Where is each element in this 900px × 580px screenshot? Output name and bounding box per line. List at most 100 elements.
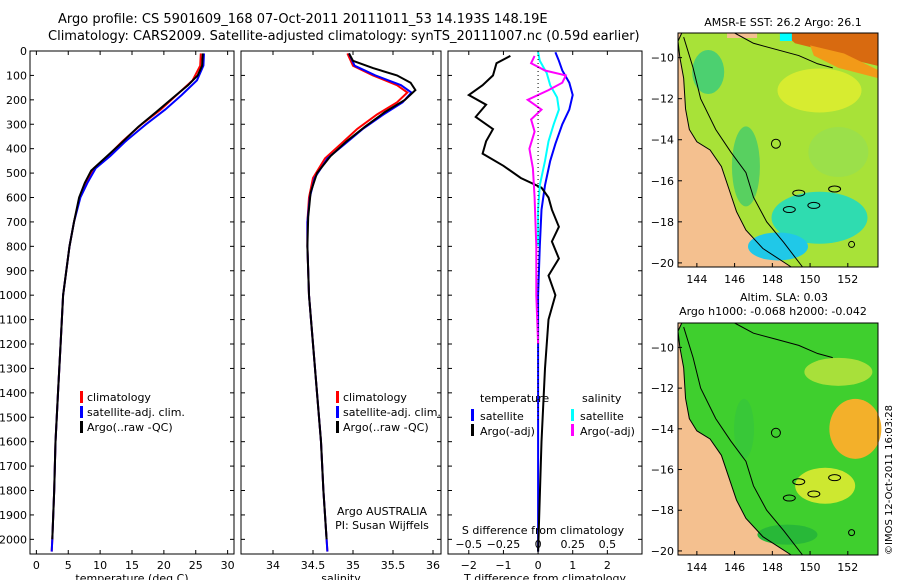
lat-tick-label: −18 <box>651 504 674 517</box>
y-tick-label: 600 <box>6 192 27 205</box>
x-tick-label: 15 <box>125 559 139 572</box>
sla-map-title-2: Argo h1000: -0.068 h2000: -0.042 <box>679 305 867 318</box>
lon-tick-label: 150 <box>800 561 821 574</box>
legend-label: Argo(..raw -QC) <box>87 421 173 434</box>
lat-tick-label: −16 <box>651 464 674 477</box>
lat-tick-label: −18 <box>651 216 674 229</box>
coastline-north <box>734 32 833 69</box>
x-tick-label: 0 <box>535 559 542 572</box>
legend-label: climatology <box>87 391 151 404</box>
y-tick-label: 1500 <box>0 411 27 424</box>
x-tick-label: 25 <box>189 559 203 572</box>
series-line <box>466 55 561 552</box>
panel-frame-difference <box>447 50 643 555</box>
secondary-marker <box>848 529 856 537</box>
series-line <box>525 55 568 345</box>
y-tick-label: 1200 <box>0 338 27 351</box>
series-line <box>306 52 417 540</box>
y-tick-label: 2000 <box>0 533 27 546</box>
lat-tick-label: −16 <box>651 175 674 188</box>
salinity-annotation: Argo AUSTRALIA <box>337 505 427 518</box>
y-tick-label: 1900 <box>0 509 27 522</box>
x-tick-label: 0 <box>33 559 40 572</box>
coastline <box>677 322 792 556</box>
legend-label: satellite-adj. clim. <box>343 406 441 419</box>
y-tick-label: 100 <box>6 69 27 82</box>
legend-swatch <box>471 424 474 436</box>
legend-header: temperature <box>480 392 549 405</box>
legend-label: Argo(-adj) <box>480 425 535 438</box>
legend-swatch <box>80 421 83 433</box>
lat-tick-label: −10 <box>651 52 674 65</box>
lat-tick-label: −20 <box>651 257 674 270</box>
lon-tick-label: 150 <box>800 273 821 286</box>
lon-tick-label: 148 <box>762 561 783 574</box>
lon-tick-label: 146 <box>724 561 745 574</box>
x-tick-label: 35.5 <box>381 559 406 572</box>
reef-outline <box>807 490 821 498</box>
legend-label: satellite-adj. clim. <box>87 406 185 419</box>
x-axis-label: temperature (deg C) <box>75 572 188 580</box>
legend-swatch <box>571 409 574 421</box>
argo-position-marker <box>770 427 781 438</box>
isobath-line <box>683 36 803 268</box>
secondary-marker <box>848 240 856 248</box>
lon-tick-label: 144 <box>686 273 707 286</box>
s-axis-label: S difference from climatology <box>462 524 625 537</box>
sla-patch <box>804 357 873 386</box>
argo-position-marker <box>770 138 781 149</box>
coastline-north <box>734 322 833 359</box>
isobath-line <box>683 326 803 556</box>
x-tick-label: 10 <box>93 559 107 572</box>
header-line-1: Argo profile: CS 5901609_168 07-Oct-2011… <box>58 12 548 27</box>
map-frame <box>677 32 879 268</box>
reef-outline <box>792 478 806 486</box>
x-tick-label: 30 <box>221 559 235 572</box>
salinity-annotation: PI: Susan Wijffels <box>335 519 429 532</box>
map-sla_map <box>677 322 882 556</box>
map-sst_map <box>677 32 879 268</box>
legend-swatch <box>571 424 574 436</box>
y-tick-label: 200 <box>6 94 27 107</box>
sst-patch <box>731 126 760 207</box>
x-tick-label: 34.5 <box>301 559 326 572</box>
x-tick-label: 5 <box>65 559 72 572</box>
header-line-2: Climatology: CARS2009. Satellite-adjuste… <box>48 29 640 44</box>
legend-label: satellite <box>580 410 624 423</box>
legend-header: salinity <box>582 392 622 405</box>
lon-tick-label: 146 <box>724 273 745 286</box>
sst-warm-strip <box>810 45 878 79</box>
x-tick-label: 35 <box>346 559 360 572</box>
y-tick-label: 1700 <box>0 460 27 473</box>
legend-swatch <box>80 391 83 403</box>
imos-stamp: ©IMOS 12-Oct-2011 16:03:28 <box>884 404 895 555</box>
map-frame <box>677 322 879 556</box>
sst-patch <box>777 68 862 113</box>
land-strip <box>727 33 758 38</box>
s-tick-label: 0 <box>535 538 542 551</box>
y-tick-label: 1600 <box>0 436 27 449</box>
lat-tick-label: −12 <box>651 382 674 395</box>
y-tick-label: 0 <box>20 45 27 58</box>
reef-outline <box>792 189 806 197</box>
lat-tick-label: −14 <box>651 423 674 436</box>
s-tick-label: −0.25 <box>487 538 521 551</box>
reef-outline <box>828 474 842 482</box>
y-tick-label: 500 <box>6 167 27 180</box>
panel-frame-salinity <box>240 50 442 555</box>
y-tick-label: 1300 <box>0 362 27 375</box>
x-axis-label: salinity <box>321 572 361 580</box>
x-tick-label: −1 <box>495 559 511 572</box>
reef-outline <box>782 494 796 502</box>
legend-label: satellite <box>480 410 524 423</box>
sst-cool-pixel <box>779 33 792 41</box>
sst-patch <box>692 50 725 94</box>
x-tick-label: 20 <box>157 559 171 572</box>
sla-patch <box>795 467 856 504</box>
y-tick-label: 1400 <box>0 387 27 400</box>
legend-swatch <box>80 406 83 418</box>
sst-map-title: AMSR-E SST: 26.2 Argo: 26.1 <box>704 16 862 29</box>
y-tick-label: 1100 <box>0 314 27 327</box>
lon-tick-label: 144 <box>686 561 707 574</box>
